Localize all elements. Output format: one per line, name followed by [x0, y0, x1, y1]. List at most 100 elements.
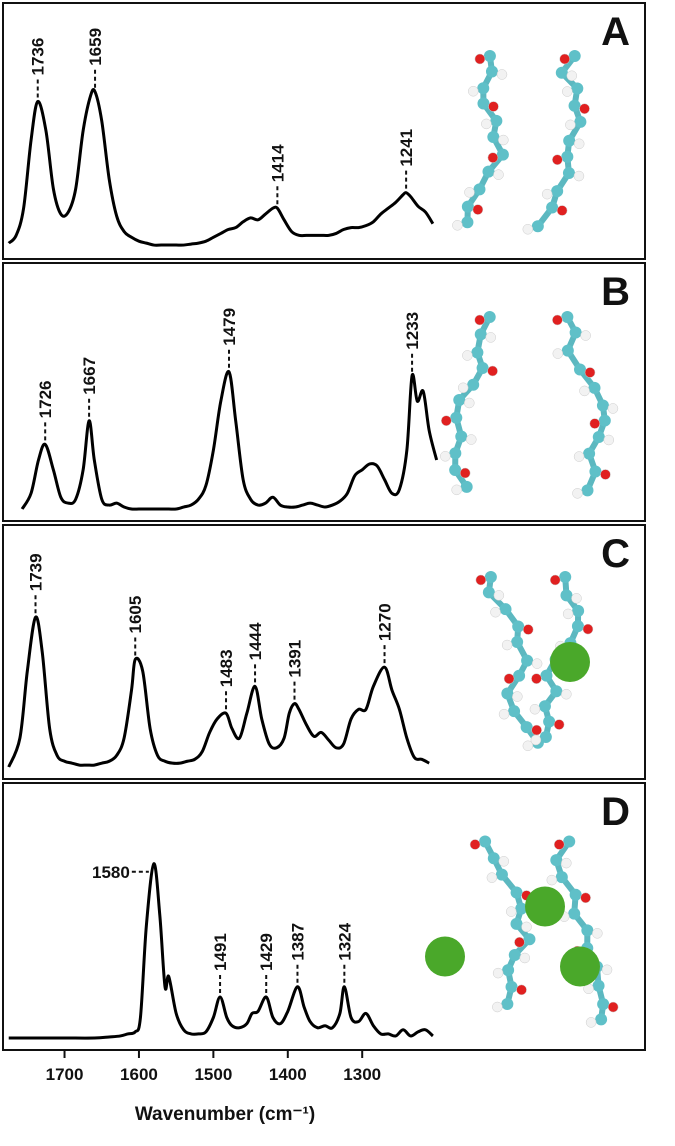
atom [475, 574, 487, 586]
atom [571, 82, 584, 95]
atom [520, 721, 533, 734]
atom [600, 469, 611, 480]
atom [566, 70, 578, 82]
atom [559, 571, 572, 583]
atom [501, 639, 513, 651]
atom [499, 603, 512, 616]
atom [552, 314, 563, 326]
atom [490, 114, 503, 127]
atom [449, 464, 462, 477]
atom [571, 593, 582, 604]
atom [601, 964, 613, 976]
peak-label: 1483 [217, 649, 236, 687]
atom [496, 148, 509, 161]
atom [487, 365, 498, 377]
atom [498, 134, 509, 146]
atom [477, 97, 490, 110]
atom [506, 906, 517, 917]
atom [510, 886, 523, 899]
atom [592, 979, 605, 992]
atom [453, 393, 466, 406]
atom [522, 624, 534, 635]
atom [573, 451, 585, 462]
atom [569, 888, 582, 901]
atom [474, 53, 486, 65]
atom [553, 719, 565, 730]
atom [457, 382, 469, 394]
atom [464, 187, 475, 198]
peak-label: 1605 [126, 596, 145, 634]
atom [482, 586, 495, 599]
panel-label: B [601, 270, 630, 314]
atom [466, 434, 477, 445]
atom [493, 169, 504, 180]
atom [522, 740, 534, 752]
atom [562, 86, 573, 97]
atom [487, 152, 499, 163]
atom [440, 451, 451, 462]
atom [568, 50, 581, 62]
atom [450, 411, 463, 424]
atom [583, 447, 596, 460]
atom [452, 220, 463, 231]
atom [512, 691, 523, 702]
atom [511, 636, 524, 649]
atom [572, 488, 583, 499]
atom [481, 118, 492, 130]
atom [472, 204, 484, 215]
atom [486, 872, 498, 883]
atom [546, 201, 559, 214]
atom [571, 620, 584, 633]
atom [541, 188, 553, 200]
atom [484, 571, 497, 583]
atom [490, 606, 501, 618]
atom [553, 839, 565, 850]
atom [568, 907, 581, 920]
atom [510, 917, 523, 930]
atom [562, 608, 574, 620]
x-tick-label: 1300 [343, 1065, 381, 1084]
atom [607, 403, 619, 414]
atom [592, 928, 603, 939]
panel-frame [2, 262, 646, 522]
atom [582, 623, 594, 635]
atom [468, 85, 479, 97]
atom [495, 868, 508, 881]
atom [550, 854, 563, 867]
atom [581, 924, 594, 937]
peak-label: 1270 [376, 603, 395, 641]
atom [451, 484, 462, 496]
atom [573, 138, 585, 150]
atom [531, 673, 542, 684]
atom [540, 669, 553, 682]
molecule [475, 571, 594, 752]
panel-frame [2, 2, 646, 260]
peak-label: 1479 [220, 308, 239, 346]
atom [461, 200, 474, 213]
atom [485, 65, 498, 78]
atom [455, 430, 468, 443]
atom [598, 414, 611, 427]
spectrum-line [7, 87, 435, 247]
atom [539, 731, 552, 744]
atom [467, 378, 480, 391]
peak-label: 1324 [335, 922, 354, 960]
atom [462, 350, 473, 361]
atom [487, 131, 500, 144]
atom [530, 734, 542, 746]
atom [574, 115, 587, 128]
atom [538, 700, 551, 713]
atom [483, 311, 496, 323]
ion [550, 642, 590, 682]
atom [588, 381, 601, 394]
atom [543, 715, 556, 728]
atom [581, 484, 594, 497]
peak-label: 1233 [403, 312, 422, 350]
atom [596, 399, 609, 412]
atom [522, 223, 534, 235]
atom [555, 871, 568, 884]
atom [552, 348, 564, 359]
atom [579, 385, 590, 397]
